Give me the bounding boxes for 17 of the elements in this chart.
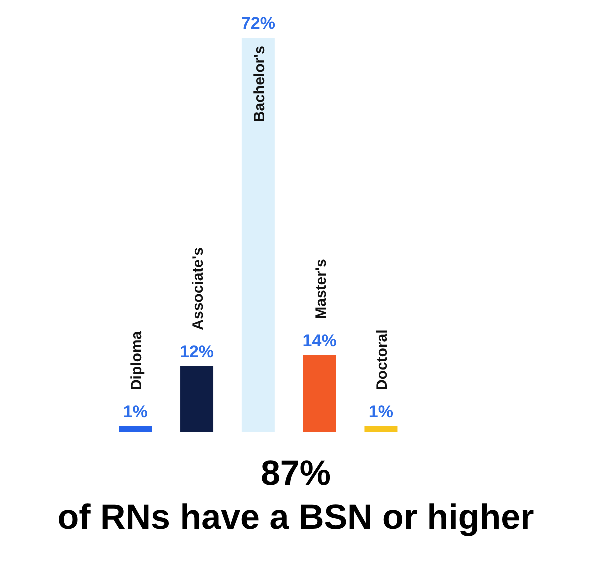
x-tick-label: Master's — [312, 259, 330, 320]
data-label: 12% — [180, 342, 214, 362]
x-tick-label: Bachelor's — [251, 46, 268, 122]
bar — [364, 426, 398, 432]
data-label: 14% — [302, 331, 337, 350]
text: of RNs have a BSN or higher — [56, 497, 536, 539]
bar — [303, 355, 336, 432]
data-label: 1% — [368, 402, 394, 422]
bar — [119, 426, 152, 432]
bar — [242, 38, 275, 432]
text: 87% — [260, 453, 332, 495]
data-label: 1% — [123, 402, 148, 422]
bar — [180, 366, 214, 432]
x-tick-label: Doctoral — [374, 330, 392, 391]
x-tick-label: Associate's — [190, 248, 208, 330]
data-label: 72% — [241, 14, 276, 33]
x-tick-label: Diploma — [128, 330, 146, 391]
